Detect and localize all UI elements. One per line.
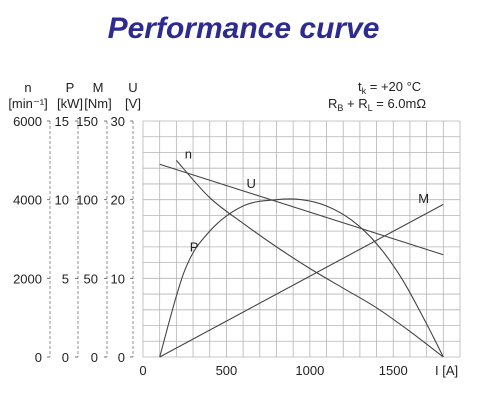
series-label-P: P <box>190 240 199 255</box>
tick-label-n: 6000 <box>13 114 42 129</box>
axis-symbol-P: P <box>66 80 75 95</box>
x-tick-label: 500 <box>216 363 238 378</box>
series-line-U <box>159 163 444 256</box>
tick-label-U: 30 <box>111 114 125 129</box>
tick-label-P: 10 <box>55 193 69 208</box>
tick-label-U: 0 <box>118 350 125 365</box>
tick-label-n: 2000 <box>13 271 42 286</box>
x-tick-label: 1500 <box>379 363 408 378</box>
series: n U M P <box>159 146 444 358</box>
series-label-M: M <box>418 191 429 206</box>
axis-unit-M: [Nm] <box>84 96 111 111</box>
x-tick-label: 0 <box>139 363 146 378</box>
axis-unit-n: [min⁻¹] <box>8 96 47 111</box>
temperature-condition: tk = +20 °C <box>358 79 421 96</box>
chart-title: Performance curve <box>107 12 380 45</box>
tick-label-U: 20 <box>111 193 125 208</box>
x-axis-label: I [A] <box>435 363 458 378</box>
axis-symbol-U: U <box>128 80 137 95</box>
series-label-n: n <box>185 146 192 161</box>
tick-label-M: 100 <box>76 193 98 208</box>
series-label-U: U <box>246 176 255 191</box>
tick-label-n: 0 <box>35 350 42 365</box>
tick-label-n: 4000 <box>13 193 42 208</box>
tick-label-P: 0 <box>62 350 69 365</box>
resistance-condition: RB + RL = 6.0mΩ <box>328 96 426 113</box>
series-line-M <box>159 203 444 358</box>
tick-label-U: 10 <box>111 271 125 286</box>
tick-label-M: 50 <box>84 271 98 286</box>
axis-symbol-n: n <box>24 80 31 95</box>
tick-label-P: 15 <box>55 114 69 129</box>
tick-label-M: 150 <box>76 114 98 129</box>
axis-unit-P: [kW] <box>57 96 83 111</box>
series-line-n <box>175 159 444 358</box>
axis-symbol-M: M <box>93 80 104 95</box>
axes: 0200040006000n[min⁻¹]051015P[kW]05010015… <box>8 80 458 378</box>
tick-label-P: 5 <box>62 271 69 286</box>
tick-label-M: 0 <box>91 350 98 365</box>
x-tick-label: 1000 <box>295 363 324 378</box>
axis-unit-U: [V] <box>125 96 141 111</box>
series-line-P <box>159 198 444 358</box>
